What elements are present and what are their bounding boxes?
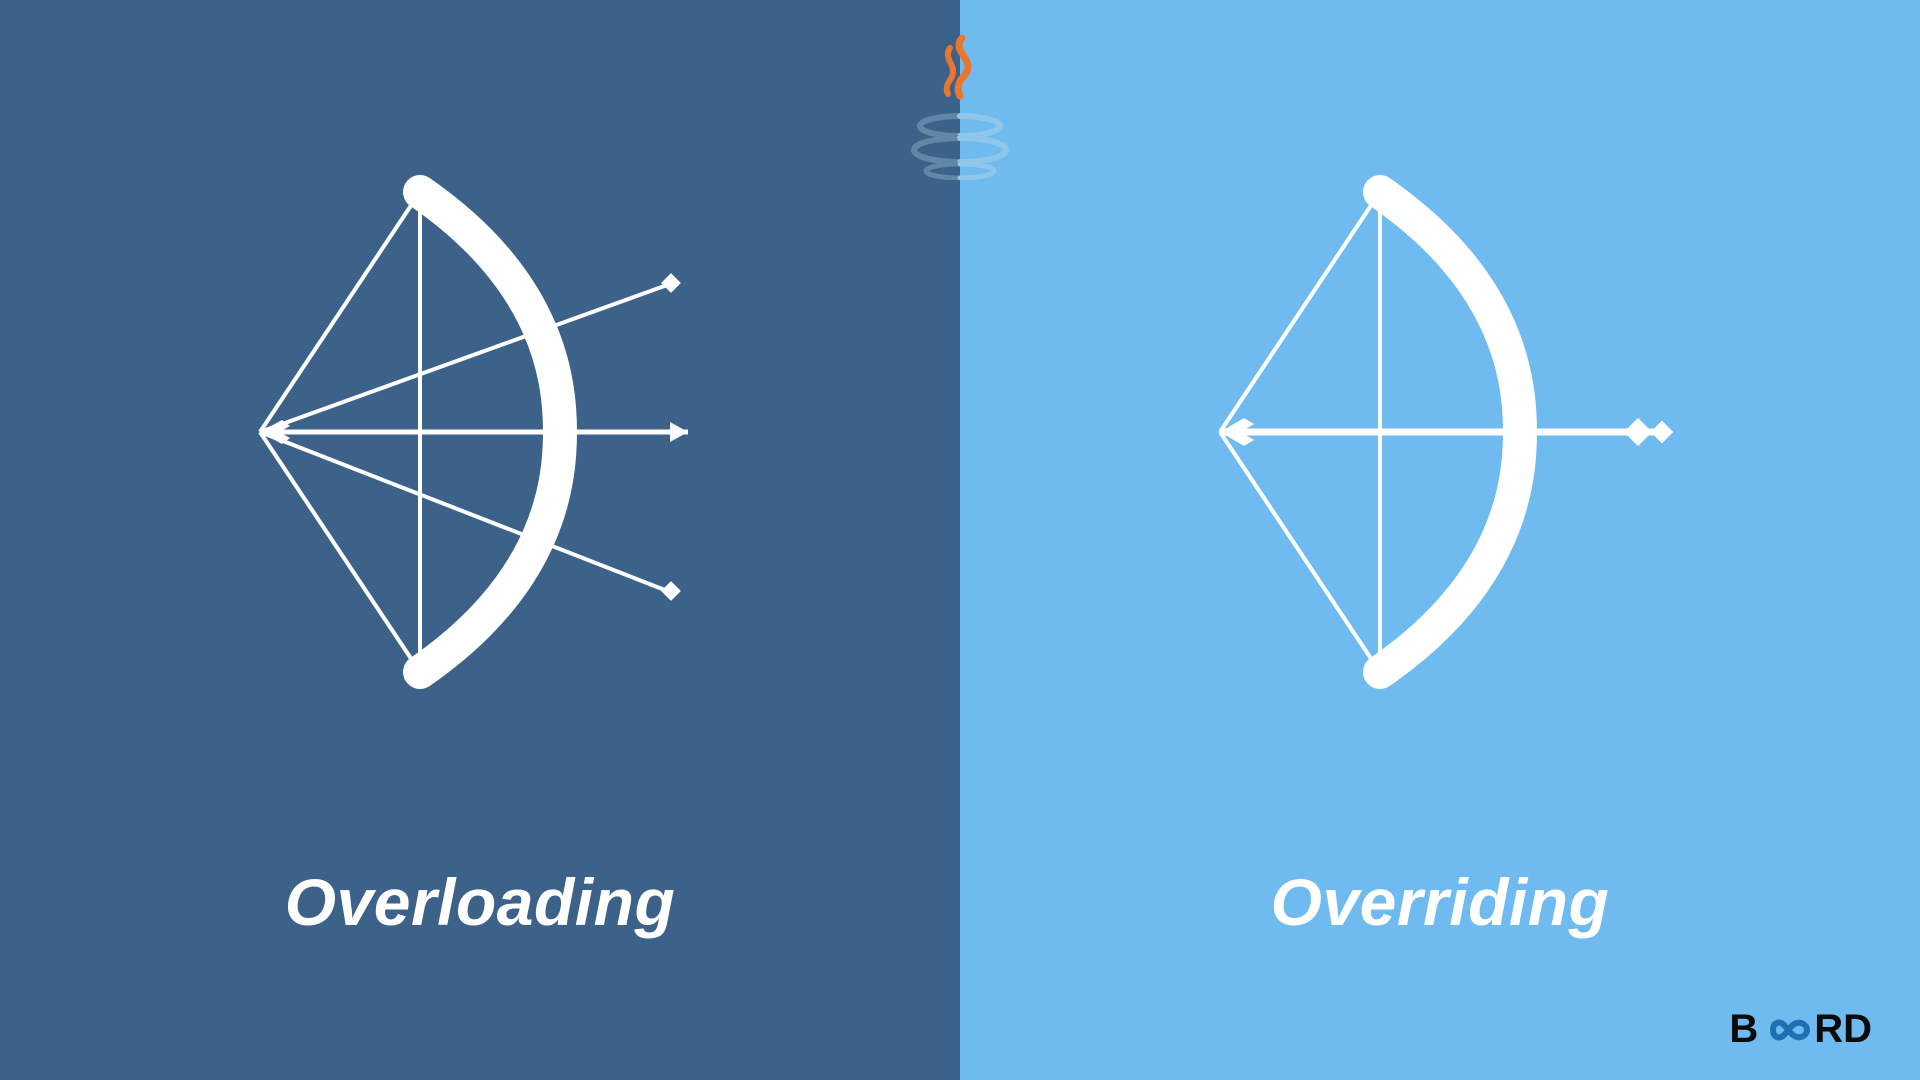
infinity-icon bbox=[1759, 1015, 1813, 1045]
brand-text-before: B bbox=[1729, 1007, 1758, 1052]
label-overriding: Overriding bbox=[1271, 864, 1610, 940]
bow-overloading-icon bbox=[0, 0, 960, 864]
bow-overriding-icon bbox=[960, 0, 1920, 864]
panel-overloading: Overloading bbox=[0, 0, 960, 1080]
brand-logo: B RD bbox=[1729, 1007, 1872, 1052]
panel-overriding: Overriding bbox=[960, 0, 1920, 1080]
brand-text-after: RD bbox=[1814, 1007, 1872, 1052]
java-logo-icon bbox=[900, 30, 1020, 185]
label-overloading: Overloading bbox=[285, 864, 676, 940]
